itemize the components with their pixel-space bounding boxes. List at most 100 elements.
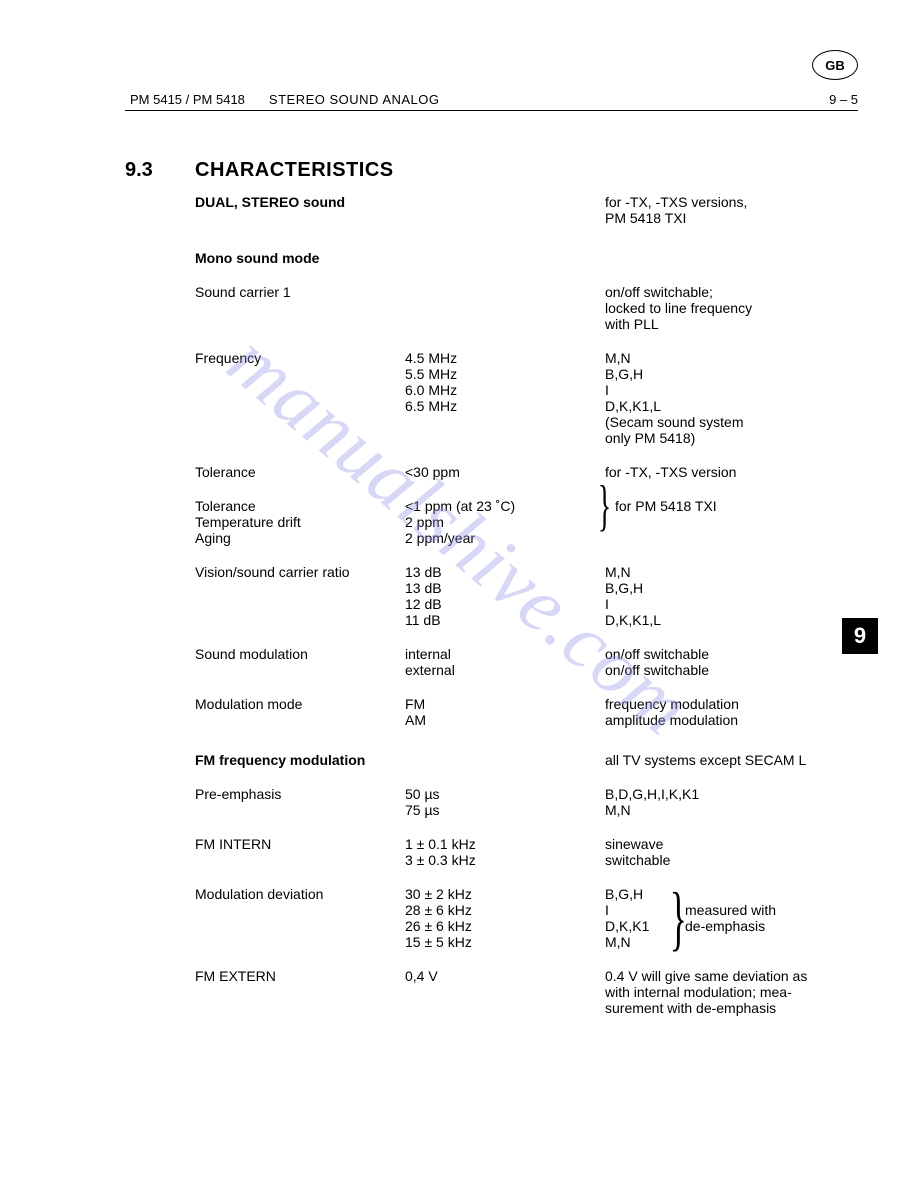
text-line: amplitude modulation xyxy=(605,712,858,728)
spec-value: 50 µs 75 µs xyxy=(405,786,605,818)
text-line: external xyxy=(405,662,605,678)
spec-row: Vision/sound carrier ratio 13 dB 13 dB 1… xyxy=(195,564,858,628)
text-line: with internal modulation; mea- xyxy=(605,984,858,1000)
text-line: AM xyxy=(405,712,605,728)
text-line: Temperature drift xyxy=(195,514,405,530)
text-line: B,G,H xyxy=(605,886,675,902)
spec-note: on/off switchable on/off switchable xyxy=(605,646,858,678)
text-line: 50 µs xyxy=(405,786,605,802)
header-title: STEREO SOUND ANALOG xyxy=(269,92,440,107)
text-line: 13 dB xyxy=(405,580,605,596)
text-line: I xyxy=(605,382,858,398)
spec-row: Pre-emphasis 50 µs 75 µs B,D,G,H,I,K,K1 … xyxy=(195,786,858,818)
spec-row: DUAL, STEREO sound for -TX, -TXS version… xyxy=(195,194,858,226)
spec-note: B,D,G,H,I,K,K1 M,N xyxy=(605,786,858,818)
text-line: FM xyxy=(405,696,605,712)
spec-value: 13 dB 13 dB 12 dB 11 dB xyxy=(405,564,605,628)
spec-value: FM AM xyxy=(405,696,605,728)
section-number: 9.3 xyxy=(125,159,195,182)
spec-note: M,N B,G,H I D,K,K1,L (Secam sound system… xyxy=(605,350,858,446)
text-line: locked to line frequency xyxy=(605,300,858,316)
text-line: 12 dB xyxy=(405,596,605,612)
spec-label: FM frequency modulation xyxy=(195,752,605,768)
header-page-number: 9 – 5 xyxy=(829,92,858,107)
spec-value: 30 ± 2 kHz 28 ± 6 kHz 26 ± 6 kHz 15 ± 5 … xyxy=(405,886,605,950)
text-line: B,G,H xyxy=(605,580,858,596)
text-line: only PM 5418) xyxy=(605,430,858,446)
text-line: on/off switchable xyxy=(605,662,858,678)
text-line: 1 ± 0.1 kHz xyxy=(405,836,605,852)
text-line: 15 ± 5 kHz xyxy=(405,934,605,950)
text-line: de-emphasis xyxy=(685,918,776,934)
page-header: PM 5415 / PM 5418 STEREO SOUND ANALOG 9 … xyxy=(125,92,858,111)
spec-note: M,N B,G,H I D,K,K1,L xyxy=(605,564,858,628)
spec-label: Tolerance Temperature drift Aging xyxy=(195,498,405,546)
header-model: PM 5415 / PM 5418 xyxy=(130,92,245,107)
text-line: D,K,K1,L xyxy=(605,398,858,414)
text-line: D,K,K1 xyxy=(605,918,675,934)
spec-label: Sound carrier 1 xyxy=(195,284,405,300)
section-tab: 9 xyxy=(842,618,878,654)
spec-note-labels: B,G,H I D,K,K1 M,N xyxy=(605,886,675,950)
spec-value: internal external xyxy=(405,646,605,678)
text-line: 4.5 MHz xyxy=(405,350,605,366)
spec-label: Frequency xyxy=(195,350,405,366)
subsection-heading: Mono sound mode xyxy=(195,250,858,266)
spec-note: B,G,H I D,K,K1 M,N } measured with de-em… xyxy=(605,886,858,950)
text-line: 6.0 MHz xyxy=(405,382,605,398)
text-line: M,N xyxy=(605,934,675,950)
spec-row: Sound modulation internal external on/of… xyxy=(195,646,858,678)
text-line: M,N xyxy=(605,802,858,818)
text-line: on/off switchable; xyxy=(605,284,858,300)
text-line: frequency modulation xyxy=(605,696,858,712)
section-heading: 9.3 CHARACTERISTICS xyxy=(130,159,858,182)
spec-note: all TV systems except SECAM L xyxy=(605,752,858,768)
spec-label: FM INTERN xyxy=(195,836,405,852)
text-line: M,N xyxy=(605,350,858,366)
text-line: 11 dB xyxy=(405,612,605,628)
spec-label: Sound modulation xyxy=(195,646,405,662)
language-badge: GB xyxy=(812,50,858,80)
text-line: I xyxy=(605,596,858,612)
spec-value: 4.5 MHz 5.5 MHz 6.0 MHz 6.5 MHz xyxy=(405,350,605,414)
text-line: PM 5418 TXI xyxy=(605,210,858,226)
spec-value: 0,4 V xyxy=(405,968,605,984)
spec-note: 0.4 V will give same deviation as with i… xyxy=(605,968,858,1016)
spec-row-group: Tolerance Temperature drift Aging <1 ppm… xyxy=(195,498,858,546)
spec-row: Frequency 4.5 MHz 5.5 MHz 6.0 MHz 6.5 MH… xyxy=(195,350,858,446)
spec-label: Vision/sound carrier ratio xyxy=(195,564,405,580)
spec-row: FM EXTERN 0,4 V 0.4 V will give same dev… xyxy=(195,968,858,1016)
spec-label: Tolerance xyxy=(195,464,405,480)
spec-row: Tolerance <30 ppm for -TX, -TXS version xyxy=(195,464,858,480)
spec-label: FM EXTERN xyxy=(195,968,405,984)
spec-row: Modulation mode FM AM frequency modulati… xyxy=(195,696,858,728)
spec-value: 1 ± 0.1 kHz 3 ± 0.3 kHz xyxy=(405,836,605,868)
text-line: B,G,H xyxy=(605,366,858,382)
text-line: 6.5 MHz xyxy=(405,398,605,414)
spec-note: for -TX, -TXS version xyxy=(605,464,858,480)
spec-note: } for PM 5418 TXI xyxy=(605,498,858,514)
text-line: 3 ± 0.3 kHz xyxy=(405,852,605,868)
spec-note: sinewave switchable xyxy=(605,836,858,868)
spec-label: Modulation mode xyxy=(195,696,405,712)
text-line: 28 ± 6 kHz xyxy=(405,902,605,918)
text-line: on/off switchable xyxy=(605,646,858,662)
text-line: (Secam sound system xyxy=(605,414,858,430)
content-body: DUAL, STEREO sound for -TX, -TXS version… xyxy=(195,194,858,1016)
spec-note: frequency modulation amplitude modulatio… xyxy=(605,696,858,728)
text-line: internal xyxy=(405,646,605,662)
text-line: 0.4 V will give same deviation as xyxy=(605,968,858,984)
text-line: 2 ppm xyxy=(405,514,605,530)
text-line: 26 ± 6 kHz xyxy=(405,918,605,934)
text-line: for -TX, -TXS versions, xyxy=(605,194,858,210)
spec-value: <1 ppm (at 23 ˚C) 2 ppm 2 ppm/year xyxy=(405,498,605,546)
text-line: I xyxy=(605,902,675,918)
spec-note: for -TX, -TXS versions, PM 5418 TXI xyxy=(605,194,858,226)
text-line: 2 ppm/year xyxy=(405,530,605,546)
text-line: 30 ± 2 kHz xyxy=(405,886,605,902)
spec-row: FM INTERN 1 ± 0.1 kHz 3 ± 0.3 kHz sinewa… xyxy=(195,836,858,868)
subsection-heading: FM frequency modulation all TV systems e… xyxy=(195,752,858,768)
text-line: B,D,G,H,I,K,K1 xyxy=(605,786,858,802)
spec-note: on/off switchable; locked to line freque… xyxy=(605,284,858,332)
spec-label: Mono sound mode xyxy=(195,250,405,266)
